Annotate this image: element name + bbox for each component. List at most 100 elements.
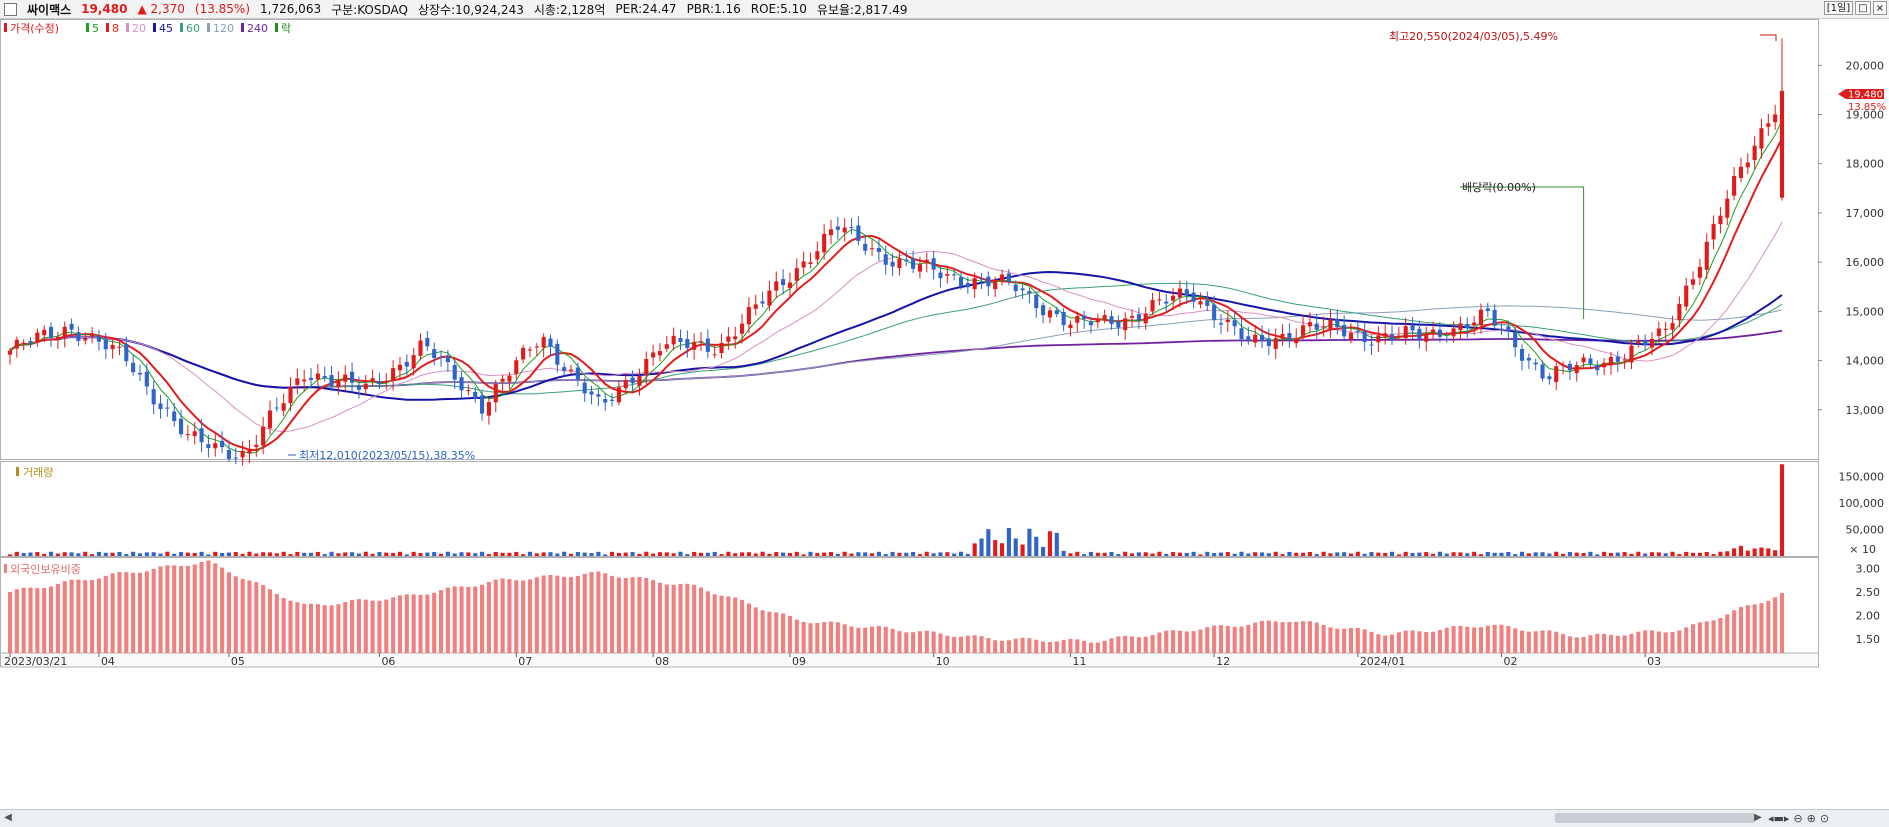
legend-ma-swatch	[180, 23, 183, 32]
range-slider-icon[interactable]: ◂▬▸	[1768, 812, 1790, 825]
volume-bar	[1259, 552, 1265, 556]
volume-bar	[685, 554, 690, 556]
foreign-ratio-bar	[1088, 642, 1094, 653]
foreign-ratio-bar	[911, 632, 916, 653]
trade-volume: 1,726,063	[260, 2, 322, 16]
candle-body	[1663, 328, 1668, 330]
scroll-thumb[interactable]	[1555, 813, 1755, 823]
select-checkbox[interactable]	[4, 2, 17, 16]
candle-body	[767, 290, 772, 306]
candle-body	[979, 278, 984, 280]
foreign-pane[interactable]	[0, 557, 1819, 654]
candle-body	[911, 258, 916, 269]
foreign-ratio-bar	[1779, 593, 1785, 653]
volume-bar	[199, 551, 204, 556]
candle-body	[206, 444, 211, 449]
volume-pane[interactable]	[0, 461, 1819, 557]
candle-body	[1519, 348, 1525, 361]
candle-body	[733, 336, 738, 340]
volume-bar	[863, 552, 868, 556]
volume-bar	[172, 553, 177, 556]
volume-bar	[48, 551, 54, 556]
candle-body	[1691, 279, 1696, 285]
foreign-ratio-bar	[1472, 627, 1477, 653]
zoom-reset-icon[interactable]: ⊙	[1819, 812, 1830, 825]
candle-body	[1273, 338, 1278, 349]
foreign-ratio-bar	[1547, 630, 1552, 653]
foreign-ratio-bar	[1581, 637, 1586, 653]
candle-body	[685, 339, 690, 348]
foreign-ratio-bar	[233, 576, 238, 653]
volume-bar	[1766, 548, 1771, 556]
scroll-right-icon[interactable]: ▶	[1754, 812, 1762, 823]
candle-body	[254, 444, 259, 448]
candle-body	[486, 402, 491, 416]
volume-bar	[1759, 547, 1764, 556]
candle-body	[411, 355, 416, 369]
candle-body	[876, 247, 881, 252]
foreign-ratio-bar	[1061, 639, 1066, 653]
maximize-button[interactable]: □	[1855, 1, 1871, 15]
current-price-tag: 19,480 13.85%	[1838, 89, 1886, 113]
volume-bar	[370, 553, 375, 556]
foreign-ratio-bar	[1041, 641, 1046, 653]
foreign-ratio-bar	[151, 568, 156, 653]
candle-body	[986, 276, 991, 287]
foreign-ratio-bar	[90, 580, 95, 653]
volume-bar	[870, 553, 875, 556]
foreign-ratio-bar	[1328, 627, 1333, 653]
foreign-ratio-bar	[1608, 634, 1614, 653]
volume-bar	[753, 553, 758, 556]
candle-body	[295, 378, 300, 385]
volume-bar	[979, 538, 984, 556]
stock-name[interactable]: 싸이맥스	[27, 2, 72, 17]
x-tick-label: 06	[381, 655, 395, 668]
candle-body	[1629, 345, 1634, 363]
foreign-ratio-bar	[1177, 630, 1182, 653]
price-pane[interactable]	[0, 19, 1819, 460]
foreign-ratio-bar	[541, 575, 546, 653]
candle-body	[178, 418, 184, 435]
foreign-ratio-bar	[192, 564, 197, 653]
volume-bar	[281, 551, 286, 556]
volume-bar	[1348, 553, 1354, 556]
foreign-ratio-bar	[740, 599, 745, 653]
volume-bar	[1547, 553, 1552, 556]
period-button[interactable]: [1일]	[1823, 1, 1854, 15]
foreign-ratio-bar	[1301, 621, 1306, 653]
current-price: 19,480	[81, 2, 128, 16]
candle-body	[562, 367, 567, 372]
zoom-in-icon[interactable]: ⊕	[1806, 812, 1816, 825]
candle-body	[897, 258, 902, 269]
foreign-ratio-bar	[1732, 610, 1737, 653]
volume-bar	[1608, 553, 1614, 556]
candle-body	[83, 338, 88, 341]
foreign-ratio-bar	[165, 565, 170, 653]
candle-body	[1232, 320, 1237, 327]
volume-bar	[240, 553, 245, 556]
foreign-ratio-bar	[1602, 633, 1607, 653]
candle-body	[343, 374, 348, 382]
candle-body	[391, 368, 396, 382]
time-scrollbar[interactable]: ◀ ▶ ◂▬▸ ⊖ ⊕ ⊙	[0, 809, 1889, 827]
candle-body	[582, 382, 587, 394]
price-tick-label: 17,000	[1846, 207, 1885, 220]
x-tick-label: 05	[231, 655, 245, 668]
foreign-ratio-bar	[657, 582, 663, 653]
candle-body	[541, 337, 546, 348]
candle-body	[856, 225, 861, 241]
foreign-ratio-bar	[917, 631, 922, 653]
stock-chart[interactable]: 13,000 14,000 15,000 16,000 17,000 18,000 19,0…	[0, 19, 1889, 809]
volume-bar	[1171, 552, 1176, 556]
zoom-out-icon[interactable]: ⊖	[1793, 812, 1803, 825]
candle-body	[746, 307, 751, 325]
foreign-ratio-bar	[1649, 630, 1655, 653]
volume-bar	[568, 553, 574, 556]
candle-body	[1020, 288, 1025, 291]
foreign-ratio-bar	[760, 610, 765, 653]
close-button[interactable]: ×	[1872, 1, 1887, 15]
price-change-percent: (13.85%)	[194, 2, 251, 16]
price-legend: 가격(수정) 5 8 20 45 60 120 240 락	[4, 22, 291, 35]
foreign-ratio-bar	[322, 605, 327, 653]
scroll-left-icon[interactable]: ◀	[4, 812, 12, 823]
